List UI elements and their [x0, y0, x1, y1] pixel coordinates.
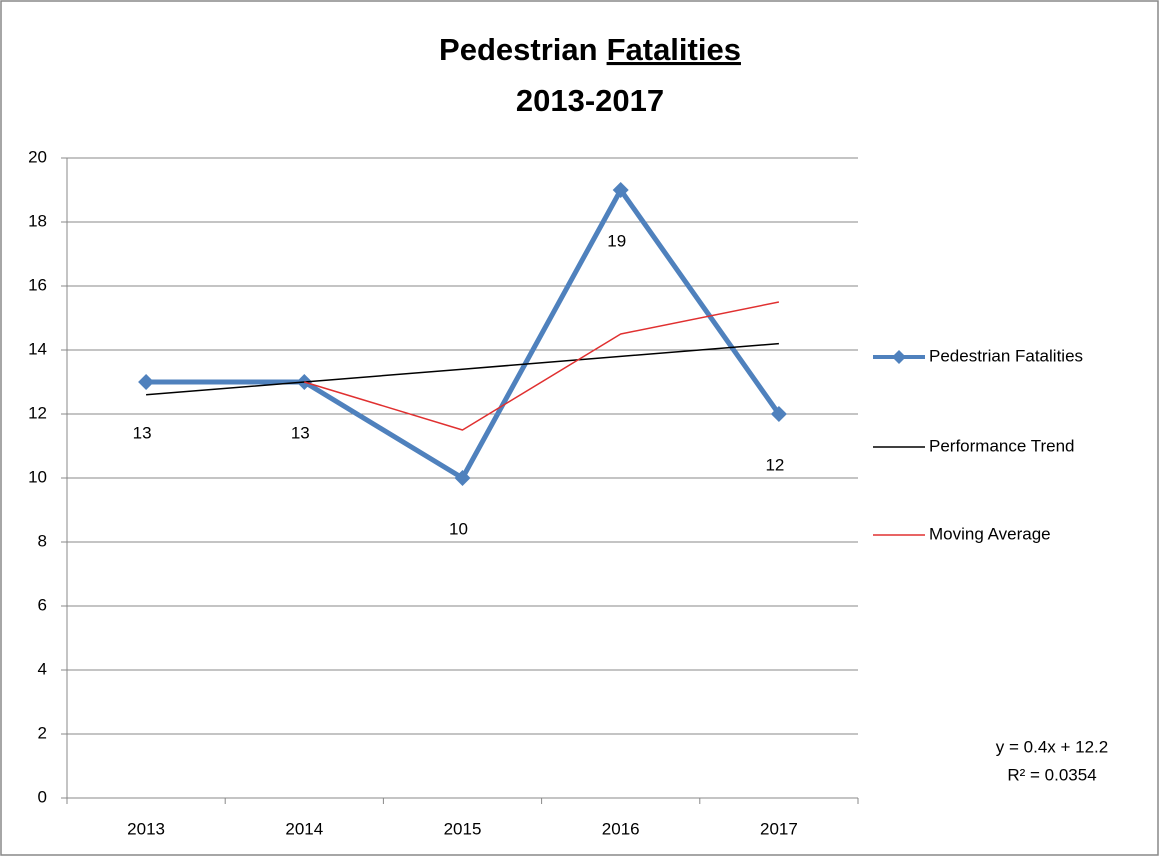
- x-tick-label: 2013: [127, 819, 165, 838]
- data-label: 10: [449, 519, 468, 538]
- x-tick-label: 2014: [285, 819, 323, 838]
- legend-label: Performance Trend: [929, 436, 1075, 455]
- title-part: Fatalities: [607, 32, 741, 67]
- series-line: [146, 342, 779, 396]
- point-marker: [612, 182, 629, 198]
- legend-label: Moving Average: [929, 524, 1051, 543]
- data-label: 12: [765, 455, 784, 474]
- y-tick-label: 4: [38, 659, 47, 678]
- data-label: 19: [607, 231, 626, 250]
- x-tick-label: 2016: [602, 819, 640, 838]
- y-tick-label: 6: [38, 595, 47, 614]
- trend-equation: R² = 0.0354: [1007, 765, 1096, 784]
- series-line: [304, 301, 780, 431]
- legend-marker: [892, 350, 906, 364]
- x-tick-label: 2015: [444, 819, 482, 838]
- data-label: 13: [133, 423, 152, 442]
- y-tick-label: 16: [28, 275, 47, 294]
- point-marker: [138, 374, 155, 390]
- chart-subtitle: 2013-2017: [516, 83, 664, 118]
- title-part: Pedestrian: [439, 32, 598, 67]
- y-tick-label: 12: [28, 403, 47, 422]
- data-label: 13: [291, 423, 310, 442]
- point-marker: [770, 406, 787, 422]
- y-tick-label: 2: [38, 723, 47, 742]
- y-tick-label: 0: [38, 787, 47, 806]
- y-tick-label: 8: [38, 531, 47, 550]
- y-tick-label: 18: [28, 211, 47, 230]
- y-tick-label: 14: [28, 339, 47, 358]
- point-marker: [454, 470, 471, 486]
- y-tick-label: 20: [28, 147, 47, 166]
- trend-equation: y = 0.4x + 12.2: [996, 737, 1108, 756]
- chart-title: Pedestrian Fatalities: [439, 32, 741, 67]
- legend-label: Pedestrian Fatalities: [929, 346, 1083, 365]
- y-tick-label: 10: [28, 467, 47, 486]
- x-tick-label: 2017: [760, 819, 798, 838]
